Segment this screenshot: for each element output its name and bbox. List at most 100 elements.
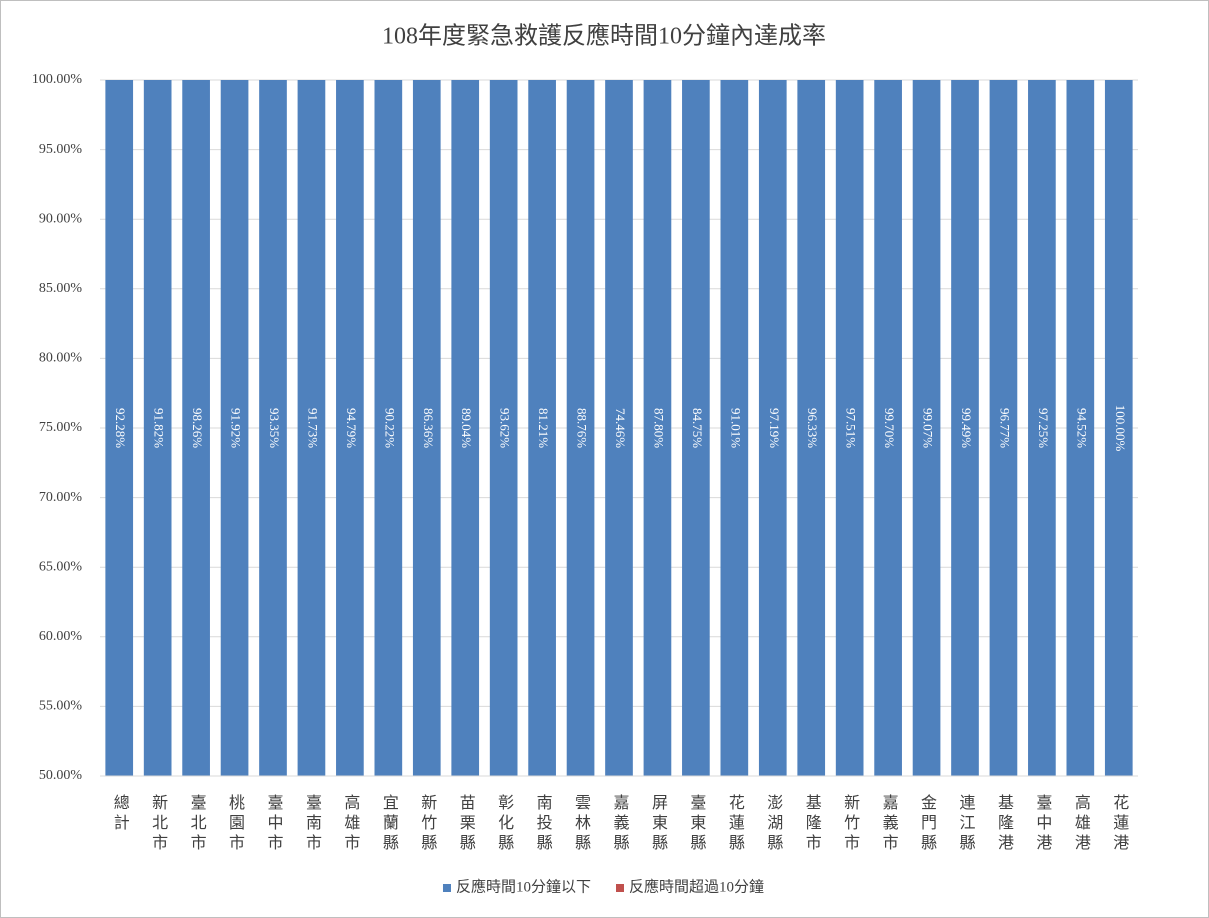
- bar-segment: [758, 80, 787, 776]
- bar-segment: [874, 80, 902, 776]
- data-label: 97.51%: [844, 408, 859, 448]
- x-tick-label: 基隆市: [803, 794, 822, 854]
- bar-segment: [451, 80, 480, 776]
- data-label: 93.35%: [267, 408, 282, 448]
- bar-segment: [182, 80, 210, 776]
- bar-segment: [605, 80, 633, 776]
- y-tick-label: 75.00%: [39, 420, 83, 435]
- y-tick-label: 50.00%: [39, 768, 83, 783]
- data-label: 94.52%: [1074, 408, 1089, 448]
- x-tick-label: 高雄港: [1072, 794, 1091, 854]
- bar-segment: [720, 80, 749, 776]
- bar-segment: [336, 80, 364, 776]
- y-tick-label: 55.00%: [39, 699, 83, 714]
- x-tick-label: 新竹縣: [418, 794, 437, 854]
- data-label: 92.28%: [113, 408, 128, 448]
- x-tick-label: 總計: [111, 794, 130, 834]
- data-label: 97.25%: [1036, 408, 1051, 448]
- bar-segment: [989, 80, 1018, 776]
- legend-swatch: [442, 884, 451, 892]
- x-tick-label: 屏東縣: [649, 794, 668, 854]
- x-tick-label: 新北市: [149, 794, 168, 854]
- bar-segment: [951, 80, 979, 776]
- bar-segment: [374, 80, 403, 776]
- x-tick-label: 宜蘭縣: [380, 794, 399, 854]
- data-label: 91.92%: [229, 408, 244, 448]
- x-tick-label: 臺北市: [188, 794, 207, 854]
- bar-segment: [835, 80, 864, 776]
- bar-segment: [528, 80, 556, 776]
- x-tick-label: 桃園市: [226, 794, 245, 854]
- data-label: 91.82%: [152, 408, 167, 448]
- x-tick-label: 連江縣: [957, 794, 976, 854]
- x-tick-label: 雲林縣: [572, 794, 591, 854]
- x-tick-label: 新竹市: [841, 794, 860, 854]
- data-label: 99.49%: [959, 408, 974, 448]
- y-tick-label: 90.00%: [39, 211, 83, 226]
- bar-segment: [105, 80, 134, 776]
- data-label: 90.22%: [382, 408, 397, 448]
- legend-swatch: [616, 884, 624, 892]
- bar-segment: [797, 80, 826, 776]
- bar-segment: [220, 80, 249, 776]
- bar-segment: [1066, 80, 1095, 776]
- data-label: 99.07%: [921, 408, 936, 448]
- y-tick-label: 100.00%: [32, 72, 83, 87]
- y-tick-label: 80.00%: [39, 351, 83, 366]
- y-tick-label: 85.00%: [39, 281, 83, 296]
- bar-segment: [259, 80, 287, 776]
- x-tick-label: 花蓮縣: [726, 794, 745, 854]
- data-label: 91.73%: [305, 408, 320, 448]
- x-tick-label: 高雄市: [341, 794, 360, 854]
- bar-segment: [682, 80, 710, 776]
- data-label: 94.79%: [344, 408, 359, 448]
- x-tick-label: 澎湖縣: [764, 794, 783, 854]
- bar-segment: [412, 80, 441, 776]
- data-label: 88.76%: [575, 408, 590, 448]
- data-label: 98.26%: [190, 408, 205, 448]
- bar-segment: [143, 80, 172, 776]
- chart-title: 108年度緊急救護反應時間10分鐘內達成率: [382, 23, 826, 50]
- x-tick-label: 基隆港: [995, 794, 1014, 854]
- x-tick-label: 嘉義市: [880, 794, 899, 854]
- bar-segment: [566, 80, 595, 776]
- y-tick-label: 60.00%: [39, 629, 83, 644]
- data-label: 86.36%: [421, 408, 436, 448]
- data-label: 96.77%: [997, 408, 1012, 448]
- data-label: 87.80%: [651, 408, 666, 448]
- data-label: 74.46%: [613, 408, 628, 448]
- x-tick-label: 金門縣: [918, 794, 937, 854]
- bar-segment: [912, 80, 941, 776]
- x-tick-label: 臺南市: [303, 794, 322, 854]
- x-tick-label: 臺中市: [265, 794, 284, 854]
- bar-segment: [1028, 80, 1056, 776]
- bar-segment: [489, 80, 518, 776]
- legend-label: 反應時間10分鐘以下: [456, 877, 591, 895]
- bar-segment: [1104, 80, 1133, 776]
- data-label: 91.01%: [728, 408, 743, 448]
- data-label: 99.70%: [882, 408, 897, 448]
- x-tick-label: 嘉義縣: [611, 794, 630, 854]
- x-tick-label: 彰化縣: [495, 793, 514, 854]
- x-tick-label: 苗栗縣: [457, 794, 476, 854]
- x-tick-label: 臺東縣: [687, 794, 706, 854]
- x-tick-label: 花蓮港: [1110, 794, 1129, 854]
- y-tick-label: 70.00%: [39, 490, 83, 505]
- data-label: 84.75%: [690, 408, 705, 448]
- data-label: 97.19%: [767, 408, 782, 448]
- legend-label: 反應時間超過10分鐘: [629, 877, 764, 895]
- data-label: 96.33%: [805, 408, 820, 448]
- data-label: 89.04%: [459, 408, 474, 448]
- bar-segment: [297, 80, 326, 776]
- data-label: 93.62%: [498, 408, 513, 448]
- x-tick-label: 南投縣: [534, 794, 553, 854]
- data-label: 81.21%: [536, 408, 551, 448]
- bar-segment: [643, 80, 672, 776]
- data-label: 100.00%: [1113, 405, 1128, 452]
- x-tick-label: 臺中港: [1033, 794, 1052, 854]
- y-tick-label: 95.00%: [39, 142, 83, 157]
- y-tick-label: 65.00%: [39, 559, 83, 574]
